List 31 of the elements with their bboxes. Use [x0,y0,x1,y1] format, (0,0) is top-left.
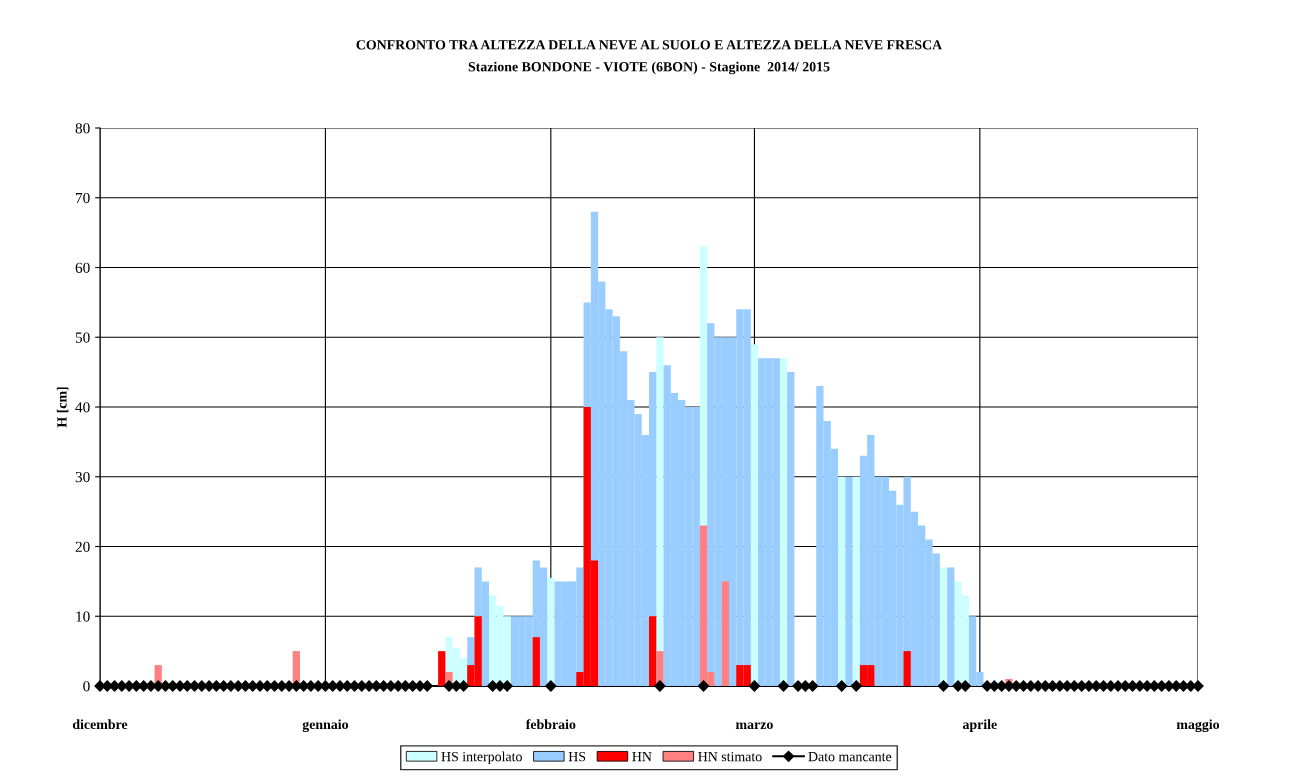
y-tick-label: 30 [75,471,90,483]
x-tick-label: maggio [1176,719,1220,733]
bar [947,567,955,686]
legend-label: HS [568,751,586,762]
x-tick-label: dicembre [72,719,128,730]
x-tick-label: gennaio [302,719,349,733]
y-tick-label: 80 [75,123,90,134]
y-tick-label: 10 [76,611,90,622]
bar [787,372,795,686]
legend-label: Dato mancante [808,752,892,762]
bar [649,616,657,686]
bar [845,476,853,686]
x-tick-label: marzo [735,722,773,730]
bar [903,651,911,686]
y-tick-label: 0 [83,681,90,692]
y-tick-label: 70 [76,192,90,204]
bar [438,651,446,686]
chart-subtitle: Stazione BONDONE - VIOTE (6BON) - Stagione 2014/ 2015 [468,61,830,75]
y-tick-label: 50 [75,332,90,343]
legend-label: HN stimato [698,751,762,762]
legend-label: HN [632,752,652,762]
bar [532,637,540,686]
y-axis-title: H [cm] [56,387,69,428]
y-tick-label: 20 [75,541,90,552]
chart-title: CONFRONTO TRA ALTEZZA DELLA NEVE AL SUOLO E ALTEZZA DELLA NEVE FRESCA [356,40,943,50]
x-tick-label: aprile [962,719,997,732]
bar [721,581,729,686]
y-tick-label: 40 [75,402,90,413]
legend-label: HS interpolato [441,751,522,765]
y-tick-label: 60 [75,262,90,273]
x-tick-label: febbraio [525,719,576,730]
